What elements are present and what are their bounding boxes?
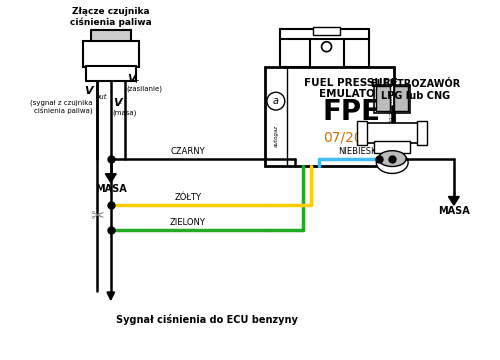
Bar xyxy=(83,41,138,67)
Text: a: a xyxy=(273,96,279,106)
Text: ✂: ✂ xyxy=(90,207,104,225)
Bar xyxy=(417,121,427,145)
Bar xyxy=(376,86,390,111)
Ellipse shape xyxy=(378,151,406,167)
Bar xyxy=(86,66,136,81)
Text: ZIELONY: ZIELONY xyxy=(170,218,206,227)
Bar xyxy=(344,32,370,67)
Text: MASA: MASA xyxy=(95,184,126,194)
Text: V: V xyxy=(84,86,93,96)
Text: (masa): (masa) xyxy=(113,109,137,116)
Text: V: V xyxy=(113,98,122,108)
Bar xyxy=(280,32,310,67)
Text: MASA: MASA xyxy=(438,206,470,216)
Text: www.ac.com.pl: www.ac.com.pl xyxy=(386,96,392,136)
Text: (zasilanie): (zasilanie) xyxy=(126,85,162,92)
Text: out: out xyxy=(96,94,108,100)
Text: +: + xyxy=(132,76,138,85)
Text: 07/2008: 07/2008 xyxy=(323,131,380,145)
Circle shape xyxy=(267,92,285,110)
Text: Złącze czujnika
ciśnienia paliwa: Złącze czujnika ciśnienia paliwa xyxy=(70,7,152,27)
Text: ELEKTROZAWÓR
LPG lub CNG: ELEKTROZAWÓR LPG lub CNG xyxy=(370,79,460,101)
Text: FPE: FPE xyxy=(322,98,380,126)
Text: Sygnał ciśnienia do ECU benzyny: Sygnał ciśnienia do ECU benzyny xyxy=(116,314,298,325)
Bar xyxy=(374,85,410,113)
Bar xyxy=(374,141,410,153)
Bar xyxy=(358,121,368,145)
Bar xyxy=(312,27,340,35)
Text: CZARNY: CZARNY xyxy=(170,147,205,156)
Bar xyxy=(312,23,340,35)
Polygon shape xyxy=(448,197,460,205)
Bar xyxy=(91,30,130,42)
Polygon shape xyxy=(106,174,116,183)
Bar xyxy=(265,67,394,166)
Ellipse shape xyxy=(376,152,408,174)
Text: NIEBIESKI: NIEBIESKI xyxy=(338,147,380,156)
Text: (sygnał z czujnika
ciśnienia paliwa): (sygnał z czujnika ciśnienia paliwa) xyxy=(30,99,93,114)
Bar xyxy=(394,86,408,111)
Bar xyxy=(280,29,370,39)
Text: EMULATOR: EMULATOR xyxy=(320,89,384,99)
Text: FUEL PRESSURE: FUEL PRESSURE xyxy=(304,78,398,88)
Text: ZÓŁTY: ZÓŁTY xyxy=(174,193,202,202)
Bar xyxy=(364,123,420,143)
Text: ⁻: ⁻ xyxy=(118,100,122,109)
Text: autogaz: autogaz xyxy=(274,125,278,147)
Circle shape xyxy=(322,42,332,51)
Text: V: V xyxy=(126,75,136,84)
